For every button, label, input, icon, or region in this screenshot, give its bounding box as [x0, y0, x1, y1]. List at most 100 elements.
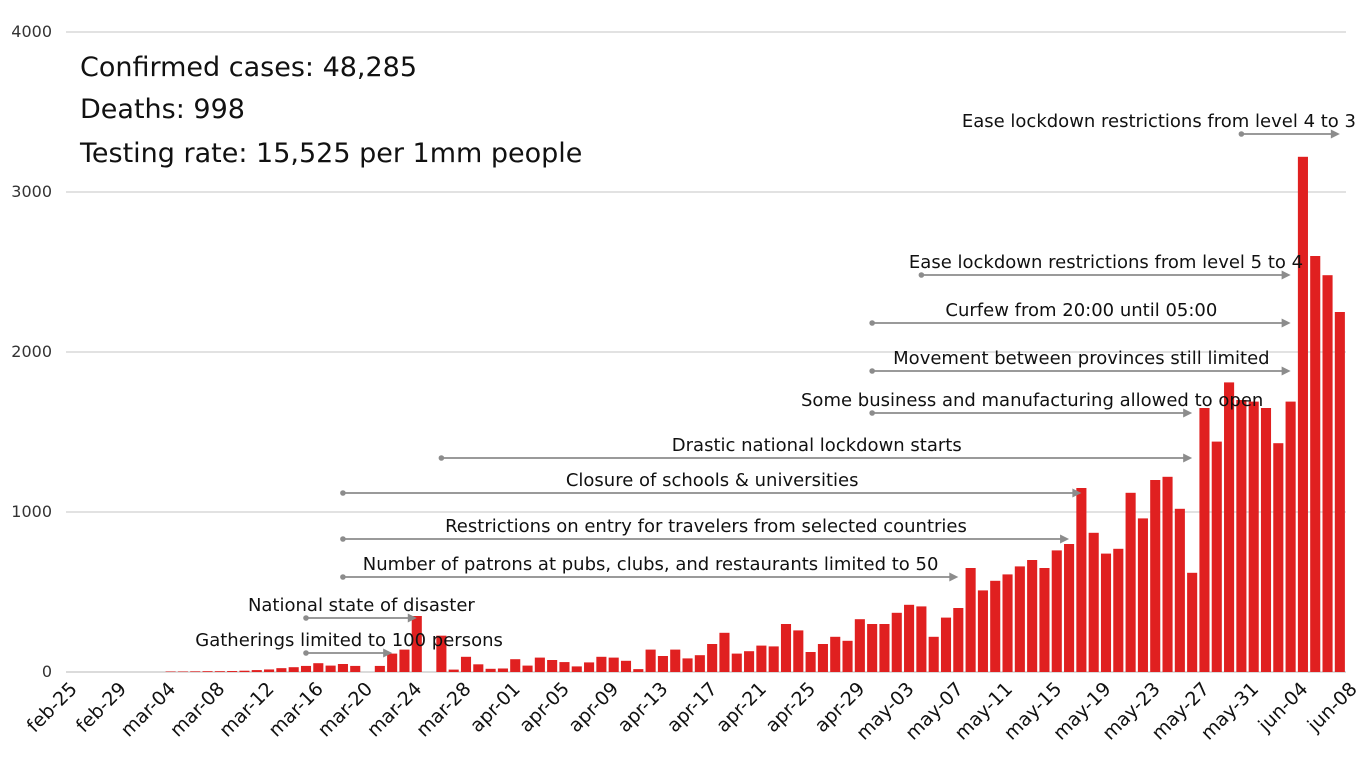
- annotation-start-dot: [869, 410, 875, 416]
- annotation-label: Gatherings limited to 100 persons: [195, 630, 503, 651]
- bar: [264, 669, 275, 672]
- bar: [1039, 568, 1050, 672]
- bar: [399, 649, 410, 672]
- bar: [1162, 476, 1173, 672]
- bar: [780, 624, 792, 672]
- annotation-start-dot: [340, 490, 346, 496]
- bar: [940, 617, 952, 672]
- bar: [854, 619, 865, 672]
- x-tick-label: jun-04: [1253, 678, 1312, 737]
- bar: [1248, 401, 1259, 672]
- bar: [1064, 544, 1075, 672]
- annotation-arrowhead: [949, 572, 959, 582]
- bar: [1113, 548, 1124, 672]
- x-axis-ticks: feb-25feb-29mar-04mar-08mar-12mar-16mar-…: [23, 678, 1362, 745]
- bar: [707, 644, 718, 672]
- y-tick-label: 0: [42, 662, 52, 681]
- annotation: Number of patrons at pubs, clubs, and re…: [340, 554, 959, 582]
- annotation-start-dot: [303, 615, 309, 621]
- bar: [719, 632, 730, 672]
- x-tick-label: apr-01: [466, 678, 525, 737]
- x-tick-label: apr-17: [663, 678, 722, 737]
- y-axis-ticks: 0 1000 2000 3000 4000: [11, 22, 52, 681]
- annotation-label: Number of patrons at pubs, clubs, and re…: [363, 554, 939, 575]
- bar: [744, 651, 755, 672]
- annotation-start-dot: [869, 368, 875, 374]
- bar: [977, 590, 988, 672]
- bar: [300, 665, 312, 672]
- bar: [842, 640, 853, 672]
- x-tick-label: apr-21: [712, 678, 771, 737]
- bar: [682, 658, 693, 672]
- bar: [350, 665, 361, 672]
- annotation: Some business and manufacturing allowed …: [801, 390, 1263, 418]
- bar: [522, 665, 533, 672]
- bar: [202, 671, 213, 672]
- annotation-start-dot: [869, 320, 875, 326]
- bar: [645, 649, 656, 672]
- x-tick-label: apr-05: [515, 678, 574, 737]
- bar: [448, 669, 459, 672]
- bar: [1100, 553, 1112, 672]
- annotation: Drastic national lockdown starts: [438, 435, 1193, 463]
- bar: [793, 630, 804, 672]
- annotation-label: Ease lockdown restrictions from level 5 …: [909, 252, 1303, 273]
- bar: [1199, 408, 1210, 672]
- annotation-arrowhead: [1183, 408, 1193, 418]
- annotation: Restrictions on entry for travelers from…: [340, 516, 1070, 544]
- bar: [510, 659, 521, 672]
- bar: [1322, 275, 1333, 672]
- deaths-text: Deaths: 998: [80, 94, 245, 125]
- annotation: Ease lockdown restrictions from level 5 …: [909, 252, 1303, 280]
- bar: [1236, 400, 1247, 672]
- annotation-label: Restrictions on entry for travelers from…: [445, 516, 967, 537]
- bar: [1310, 256, 1321, 672]
- annotation-arrowhead: [407, 613, 417, 623]
- y-tick-label: 4000: [11, 22, 52, 41]
- annotation: Closure of schools & universities: [340, 470, 1082, 498]
- bar: [1014, 566, 1025, 672]
- bar: [1125, 492, 1136, 672]
- annotation-arrowhead: [1281, 318, 1291, 328]
- annotation-arrowhead: [1281, 270, 1291, 280]
- bar: [965, 568, 976, 672]
- bar: [436, 635, 447, 672]
- annotation-label: Ease lockdown restrictions from level 4 …: [962, 111, 1356, 132]
- bar: [1051, 550, 1062, 672]
- bar: [1088, 532, 1099, 672]
- x-tick-label: feb-25: [23, 678, 82, 737]
- bar: [1285, 401, 1296, 672]
- bar: [1211, 441, 1222, 672]
- bar: [325, 665, 336, 672]
- bar: [953, 608, 964, 672]
- bar: [990, 580, 1001, 672]
- bar: [227, 671, 238, 672]
- annotation-start-dot: [340, 536, 346, 542]
- summary-stats: Confirmed cases: 48,285 Deaths: 998 Test…: [79, 52, 582, 169]
- bar: [830, 636, 841, 672]
- bar: [276, 668, 287, 672]
- annotation-label: Movement between provinces still limited: [893, 348, 1269, 369]
- bar: [497, 668, 508, 672]
- bar: [1174, 508, 1185, 672]
- bar: [485, 668, 496, 672]
- bar: [288, 667, 299, 672]
- bar: [1224, 382, 1235, 672]
- x-tick-label: apr-09: [564, 678, 623, 737]
- annotation-label: Drastic national lockdown starts: [672, 435, 962, 456]
- bar: [817, 644, 828, 672]
- bar: [891, 612, 902, 672]
- testing-rate-text: Testing rate: 15,525 per 1mm people: [79, 138, 582, 169]
- bar: [534, 657, 545, 672]
- policy-annotations: Ease lockdown restrictions from level 4 …: [195, 111, 1356, 658]
- annotation-arrowhead: [383, 648, 393, 658]
- bar: [608, 657, 619, 672]
- bar: [633, 669, 644, 672]
- bar: [928, 636, 939, 672]
- bar: [1334, 312, 1345, 672]
- bar: [584, 662, 595, 672]
- bar: [620, 660, 632, 672]
- bar: [337, 664, 348, 672]
- bar: [916, 606, 927, 672]
